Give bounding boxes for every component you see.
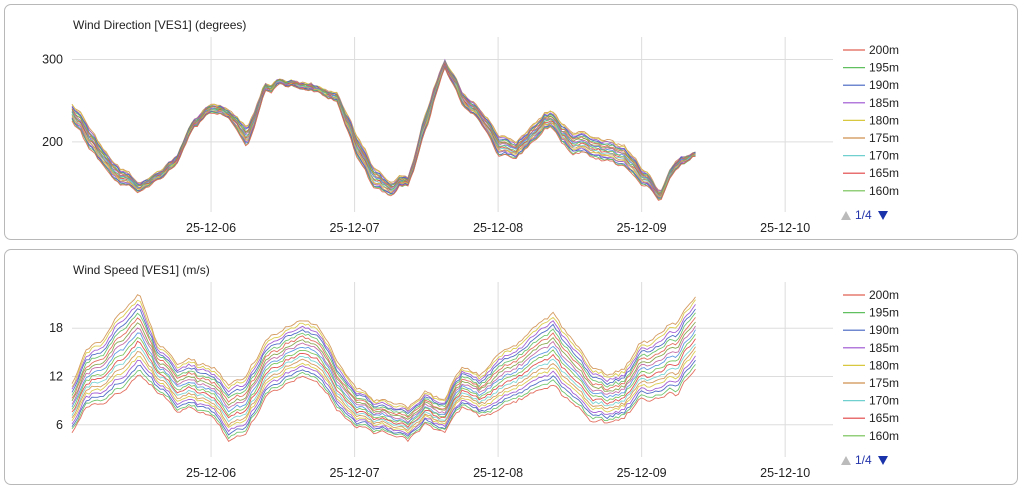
legend-page-indicator: 1/4 bbox=[855, 208, 872, 222]
chart-title: Wind Speed [VES1] (m/s) bbox=[73, 263, 210, 277]
series-line bbox=[71, 355, 696, 435]
y-tick-label: 12 bbox=[49, 370, 63, 384]
legend-label[interactable]: 165m bbox=[869, 411, 899, 425]
wind-direction-chart: Wind Direction [VES1] (degrees) 25-12-06 2… bbox=[42, 18, 899, 235]
y-tick-label: 6 bbox=[56, 418, 63, 432]
legend-page-indicator: 1/4 bbox=[855, 453, 872, 467]
legend-label[interactable]: 165m bbox=[869, 166, 899, 180]
legend-label[interactable]: 175m bbox=[869, 376, 899, 390]
series-line bbox=[71, 350, 696, 434]
legend-label[interactable]: 195m bbox=[869, 306, 899, 320]
series-line bbox=[71, 343, 696, 430]
legend-label[interactable]: 160m bbox=[869, 429, 899, 443]
series-line bbox=[71, 294, 696, 410]
x-tick-label: 25-12-09 bbox=[617, 221, 667, 235]
series-line bbox=[71, 359, 696, 437]
legend-label[interactable]: 175m bbox=[869, 131, 899, 145]
series-line bbox=[71, 58, 696, 192]
wind-speed-panel: Wind Speed [VES1] (m/s) 25-12-06 25-12-07 2… bbox=[4, 249, 1018, 485]
chart-title: Wind Direction [VES1] (degrees) bbox=[73, 18, 246, 32]
legend-prev-page-icon[interactable] bbox=[841, 211, 851, 220]
x-tick-label: 25-12-06 bbox=[186, 221, 236, 235]
wind-speed-chart: Wind Speed [VES1] (m/s) 25-12-06 25-12-07 2… bbox=[49, 263, 899, 480]
x-tick-label: 25-12-10 bbox=[760, 466, 810, 480]
series-line bbox=[71, 299, 696, 412]
series-line bbox=[71, 64, 696, 198]
legend-label[interactable]: 185m bbox=[869, 341, 899, 355]
legend-next-page-icon[interactable] bbox=[878, 211, 888, 220]
legend-label[interactable]: 190m bbox=[869, 323, 899, 337]
series-line bbox=[71, 325, 696, 423]
series-line bbox=[71, 364, 696, 440]
x-tick-label: 25-12-09 bbox=[617, 466, 667, 480]
legend-label[interactable]: 195m bbox=[869, 61, 899, 75]
x-tick-label: 25-12-08 bbox=[473, 221, 523, 235]
legend-label[interactable]: 170m bbox=[869, 149, 899, 163]
y-tick-label: 200 bbox=[42, 135, 63, 149]
series-line bbox=[71, 308, 696, 415]
series-line bbox=[71, 368, 696, 443]
legend-prev-page-icon[interactable] bbox=[841, 456, 851, 465]
series-line bbox=[71, 312, 696, 418]
legend-label[interactable]: 170m bbox=[869, 394, 899, 408]
series-line bbox=[71, 63, 696, 196]
wind-direction-panel: Wind Direction [VES1] (degrees) 25-12-06 2… bbox=[4, 4, 1018, 240]
y-tick-label: 300 bbox=[42, 52, 63, 66]
x-tick-label: 25-12-07 bbox=[330, 221, 380, 235]
series-line bbox=[71, 338, 696, 428]
series-line bbox=[71, 62, 696, 196]
series-line bbox=[71, 334, 696, 426]
series-line bbox=[71, 321, 696, 420]
series-line bbox=[71, 317, 696, 418]
legend-next-page-icon[interactable] bbox=[878, 456, 888, 465]
x-tick-label: 25-12-06 bbox=[186, 466, 236, 480]
legend-label[interactable]: 190m bbox=[869, 78, 899, 92]
legend-label[interactable]: 200m bbox=[869, 43, 899, 57]
series-line bbox=[71, 66, 696, 200]
series-line bbox=[71, 329, 696, 424]
x-tick-label: 25-12-07 bbox=[330, 466, 380, 480]
legend-label[interactable]: 185m bbox=[869, 96, 899, 110]
series-line bbox=[71, 346, 696, 431]
x-tick-label: 25-12-08 bbox=[473, 466, 523, 480]
series-line bbox=[71, 303, 696, 413]
legend-label[interactable]: 180m bbox=[869, 113, 899, 127]
series-line bbox=[71, 66, 696, 201]
series-line bbox=[71, 60, 696, 194]
x-tick-label: 25-12-10 bbox=[760, 221, 810, 235]
legend-label[interactable]: 200m bbox=[869, 288, 899, 302]
y-tick-label: 18 bbox=[49, 321, 63, 335]
legend-label[interactable]: 180m bbox=[869, 358, 899, 372]
legend-label[interactable]: 160m bbox=[869, 184, 899, 198]
